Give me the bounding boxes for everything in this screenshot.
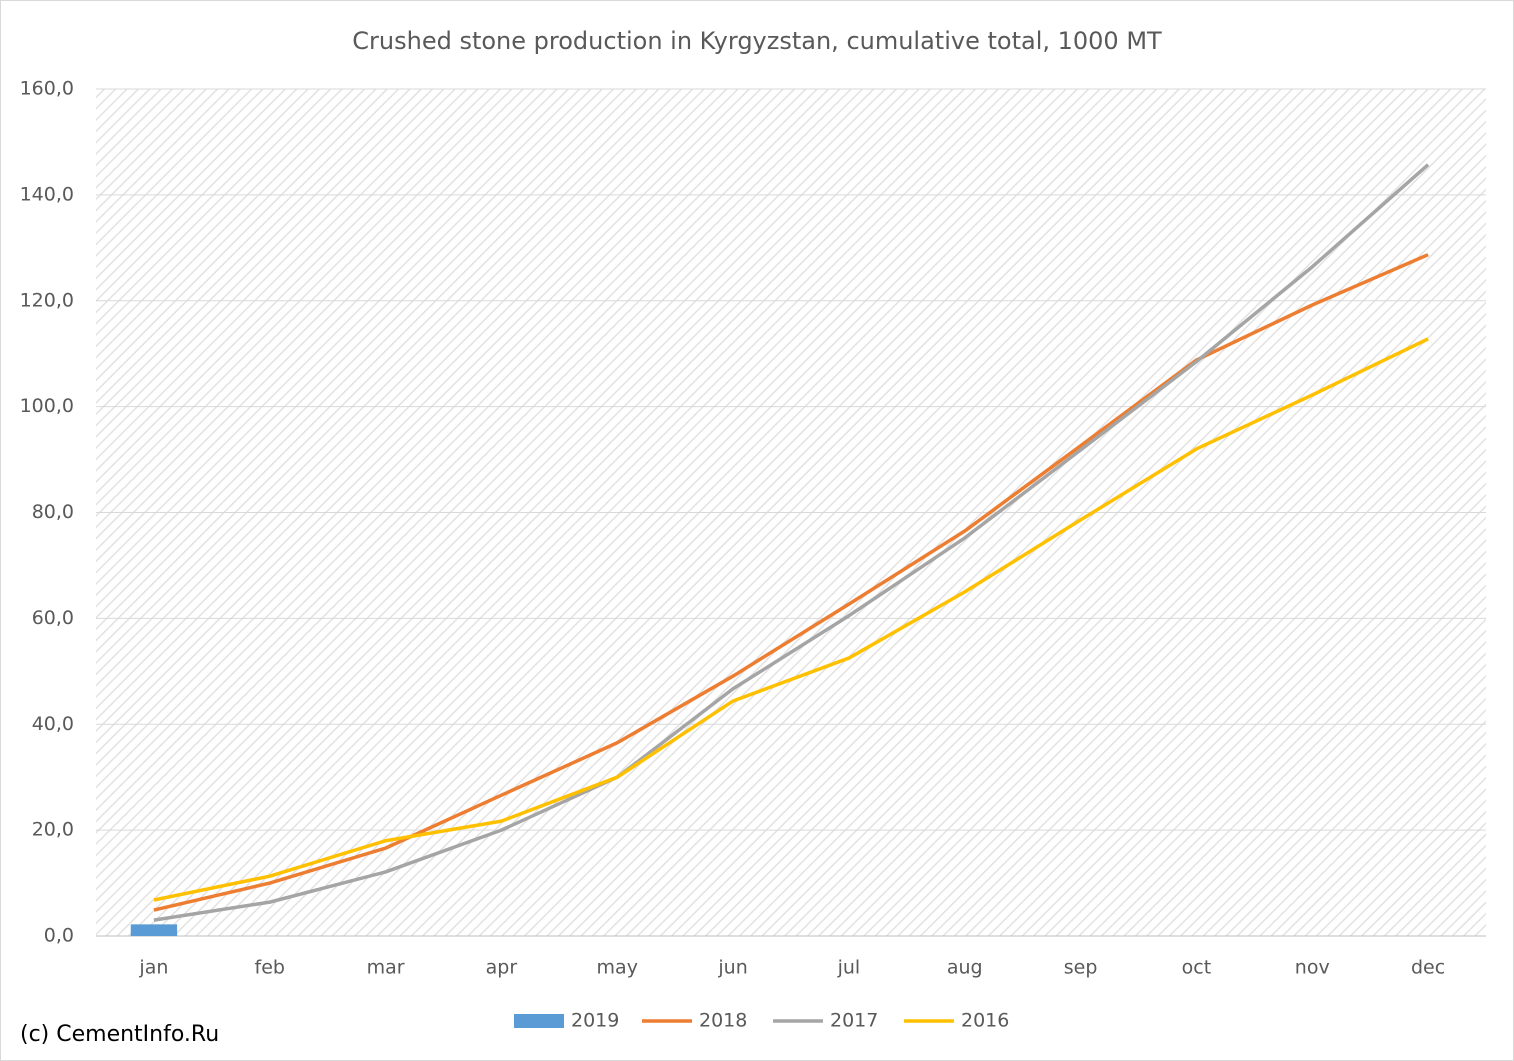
y-tick-label: 80,0	[32, 501, 74, 523]
x-tick-label: sep	[1064, 957, 1098, 979]
y-tick-label: 100,0	[20, 395, 74, 417]
y-tick-label: 120,0	[20, 289, 74, 311]
line	[153, 337, 1429, 902]
x-tick-label: mar	[367, 957, 405, 979]
legend-label: 2019	[571, 1010, 619, 1032]
y-tick-label: 40,0	[32, 713, 74, 735]
y-tick-label: 60,0	[32, 607, 74, 629]
y-tick-label: 20,0	[32, 819, 74, 841]
y-tick-label: 160,0	[20, 78, 74, 100]
x-tick-label: apr	[486, 957, 518, 979]
x-tick-label: oct	[1182, 957, 1212, 979]
chart-title: Crushed stone production in Kyrgyzstan, …	[352, 27, 1162, 55]
x-tick-label: jun	[717, 957, 747, 979]
line	[153, 253, 1429, 912]
x-tick-label: aug	[947, 957, 983, 979]
legend-swatch	[514, 1014, 564, 1028]
line	[153, 163, 1430, 922]
x-tick-label: feb	[255, 957, 285, 979]
legend-label: 2016	[961, 1010, 1009, 1032]
legend-label: 2017	[830, 1010, 878, 1032]
bar	[130, 924, 178, 936]
y-tick-label: 140,0	[20, 183, 74, 205]
x-tick-label: dec	[1411, 957, 1445, 979]
y-tick-label: 0,0	[44, 925, 74, 947]
source: (c) CementInfo.Ru	[20, 1022, 219, 1047]
x-tick-label: jan	[138, 957, 168, 979]
x-tick-label: may	[597, 957, 638, 979]
legend-label: 2018	[699, 1010, 747, 1032]
x-tick-label: nov	[1295, 957, 1330, 979]
x-tick-label: jul	[837, 957, 861, 979]
